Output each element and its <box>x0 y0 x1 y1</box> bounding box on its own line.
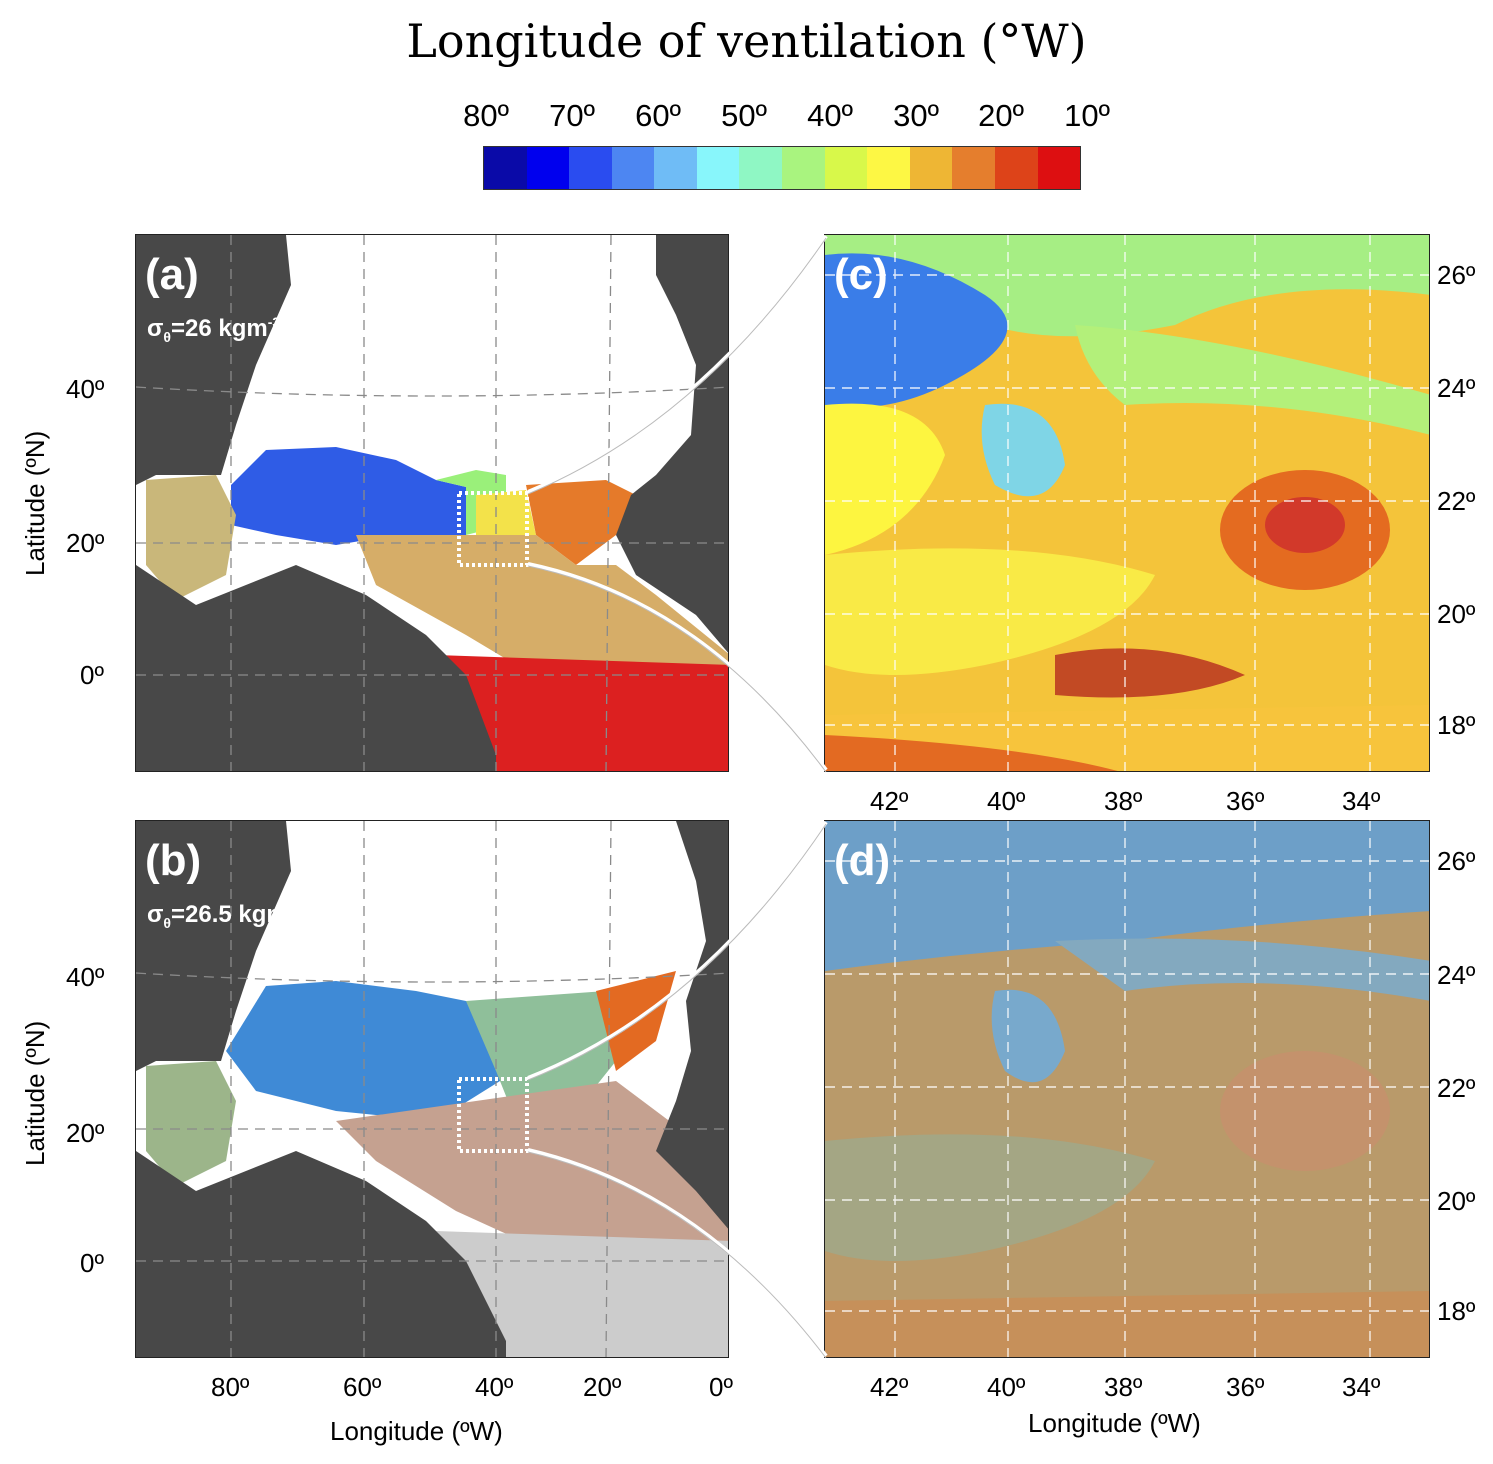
zoom-d-svg <box>825 821 1429 1357</box>
y-tick-a-0: 0º <box>80 660 104 690</box>
y-tick-d-24: 24º <box>1437 960 1476 990</box>
y-tick-a-20: 20º <box>66 528 105 558</box>
y-axis-label-a: Latitude (ºN) <box>20 430 50 576</box>
y-tick-c-20: 20º <box>1437 599 1476 629</box>
x-tick-d-40: 40º <box>987 1372 1026 1402</box>
colorbar-swatch <box>526 147 570 189</box>
x-axis-label-d: Longitude (ºW) <box>1028 1408 1201 1438</box>
colorbar-swatch <box>867 147 910 189</box>
map-panel-b <box>135 820 729 1358</box>
map-panel-a <box>135 234 729 772</box>
colorbar-swatch <box>569 147 612 189</box>
colorbar-swatch <box>696 147 740 189</box>
y-tick-b-0: 0º <box>80 1248 104 1278</box>
colorbar-tick-label: 60º <box>635 98 681 133</box>
y-axis-label-b: Latitude (ºN) <box>20 1020 50 1166</box>
colorbar-swatch <box>484 147 527 189</box>
colorbar-tick-label: 70º <box>549 98 595 133</box>
y-tick-a-40: 40º <box>66 374 105 404</box>
map-a-svg <box>136 235 728 771</box>
colorbar-swatch <box>611 147 655 189</box>
x-tick-c-36: 36º <box>1226 786 1265 816</box>
zoom-c-svg <box>825 235 1429 771</box>
y-tick-d-26: 26º <box>1437 846 1476 876</box>
x-tick-d-34: 34º <box>1342 1372 1381 1402</box>
x-tick-b-0: 0º <box>709 1372 733 1402</box>
colorbar-swatch <box>952 147 995 189</box>
y-tick-c-24: 24º <box>1437 373 1476 403</box>
x-tick-b-20: 20º <box>583 1372 622 1402</box>
x-tick-b-60: 60º <box>343 1372 382 1402</box>
colorbar-tick-label: 20º <box>978 98 1024 133</box>
y-tick-c-26: 26º <box>1437 260 1476 290</box>
x-tick-c-40: 40º <box>987 786 1026 816</box>
y-tick-c-18: 18º <box>1437 710 1476 740</box>
x-tick-d-36: 36º <box>1226 1372 1265 1402</box>
x-tick-d-38: 38º <box>1104 1372 1143 1402</box>
panel-a-density-label: σθ=26 kgm-3 <box>147 314 281 345</box>
colorbar-tick-label: 10º <box>1064 98 1110 133</box>
colorbar <box>483 146 1081 190</box>
x-tick-b-80: 80º <box>211 1372 250 1402</box>
colorbar-tick-label: 30º <box>893 98 939 133</box>
y-tick-b-20: 20º <box>66 1118 105 1148</box>
colorbar-tick-label: 50º <box>721 98 767 133</box>
y-tick-d-18: 18º <box>1437 1296 1476 1326</box>
colorbar-swatch <box>1037 147 1081 189</box>
panel-d-label: (d) <box>834 836 891 885</box>
x-axis-label-b: Longitude (ºW) <box>330 1416 503 1446</box>
map-b-svg <box>136 821 728 1357</box>
y-tick-d-22: 22º <box>1437 1073 1476 1103</box>
panel-c-label: (c) <box>834 250 888 299</box>
colorbar-swatch <box>654 147 697 189</box>
colorbar-swatch <box>739 147 783 189</box>
x-tick-b-40: 40º <box>475 1372 514 1402</box>
x-tick-c-42: 42º <box>870 786 909 816</box>
y-tick-d-20: 20º <box>1437 1186 1476 1216</box>
colorbar-swatch <box>824 147 868 189</box>
panel-b-density-label: σθ=26.5 kgm-3 <box>147 900 301 931</box>
x-tick-c-38: 38º <box>1104 786 1143 816</box>
y-tick-c-22: 22º <box>1437 486 1476 516</box>
zoom-panel-d <box>824 820 1430 1358</box>
colorbar-tick-label: 40º <box>807 98 853 133</box>
panel-b-label: (b) <box>145 836 202 885</box>
colorbar-tick-label: 80º <box>463 98 509 133</box>
x-tick-c-34: 34º <box>1342 786 1381 816</box>
panel-a-label: (a) <box>145 250 199 299</box>
figure-title: Longitude of ventilation (°W) <box>406 14 1087 68</box>
x-tick-d-42: 42º <box>870 1372 909 1402</box>
colorbar-swatch <box>782 147 825 189</box>
zoom-panel-c <box>824 234 1430 772</box>
colorbar-swatch <box>909 147 953 189</box>
colorbar-swatch <box>994 147 1038 189</box>
y-tick-b-40: 40º <box>66 962 105 992</box>
